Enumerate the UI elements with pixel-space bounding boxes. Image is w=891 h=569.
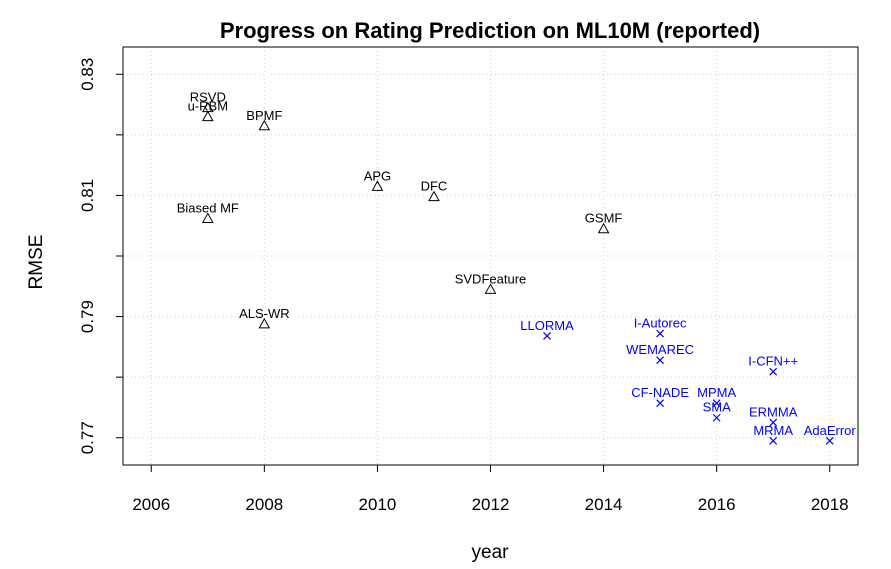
cross-marker: [769, 367, 778, 376]
cross-marker: [656, 356, 665, 365]
chart-title: Progress on Rating Prediction on ML10M (…: [220, 18, 760, 43]
triangle-marker: [201, 110, 214, 122]
y-axis-title: RMSE: [26, 235, 47, 290]
point-label: WEMAREC: [626, 342, 694, 357]
cross-stroke: [712, 413, 721, 422]
triangle-marker: [484, 283, 497, 294]
x-tick-label: 2006: [132, 495, 170, 514]
y-tick-label: 0.83: [78, 58, 97, 91]
triangle-marker: [428, 190, 440, 202]
triangle-marker: [597, 222, 610, 234]
point-label: MRMA: [753, 423, 793, 438]
point-label: ERMMA: [749, 405, 798, 420]
y-tick-label: 0.79: [78, 300, 97, 333]
x-tick-label: 2008: [245, 495, 283, 514]
cross-stroke: [769, 436, 778, 445]
x-tick-label: 2014: [585, 495, 623, 514]
y-axis: 0.77 0.79 0.81 0.83: [78, 58, 123, 454]
cross-stroke: [769, 418, 778, 427]
cross-marker: [656, 399, 665, 408]
point-label: CF-NADE: [631, 385, 689, 400]
point-label: AdaError: [804, 423, 857, 438]
x-tick-label: 2010: [359, 495, 397, 514]
point-label: GSMF: [585, 211, 623, 226]
cross-marker: [543, 332, 551, 340]
x-tick-label: 2012: [472, 495, 510, 514]
x-tick-label: 2016: [698, 495, 736, 514]
point-label: I-CFN++: [748, 354, 798, 369]
point-label: RSVD: [190, 90, 226, 105]
triangle-marker: [201, 212, 214, 223]
cross-marker: [656, 329, 665, 338]
cross-marker: [769, 436, 778, 445]
cross-marker: [769, 418, 778, 427]
point-label: DFC: [421, 179, 448, 194]
point-label: MPMA: [697, 385, 736, 400]
point-label: SMA: [703, 400, 732, 415]
point-label: ALS-WR: [239, 306, 290, 321]
cross-stroke: [543, 332, 551, 340]
x-axis-title: year: [472, 542, 510, 563]
point-label: APG: [364, 168, 391, 183]
point-label: Biased MF: [177, 200, 239, 215]
point-label: LLORMA: [520, 318, 574, 333]
cross-stroke: [656, 399, 665, 408]
x-axis: 2006 2008 2010 2012 2014 2016 2018: [132, 465, 849, 514]
cross-marker: [712, 399, 721, 408]
grid-lines: [123, 47, 858, 465]
triangle-marker: [258, 119, 271, 131]
cross-stroke: [769, 367, 778, 376]
point-label: u-RBM: [188, 99, 228, 114]
point-label: I-Autorec: [634, 316, 687, 331]
cross-stroke: [712, 399, 721, 408]
y-tick-label: 0.81: [78, 179, 97, 212]
triangle-marker: [258, 317, 271, 329]
cross-marker: [712, 413, 721, 422]
x-tick-label: 2018: [811, 495, 849, 514]
cross-stroke: [656, 329, 665, 338]
y-tick-label: 0.77: [78, 421, 97, 454]
point-label: SVDFeature: [455, 271, 527, 286]
point-label: BPMF: [246, 108, 282, 123]
triangle-marker: [371, 180, 384, 191]
cross-stroke: [656, 356, 665, 365]
cross-marker: [825, 436, 834, 445]
cross-stroke: [825, 436, 834, 445]
